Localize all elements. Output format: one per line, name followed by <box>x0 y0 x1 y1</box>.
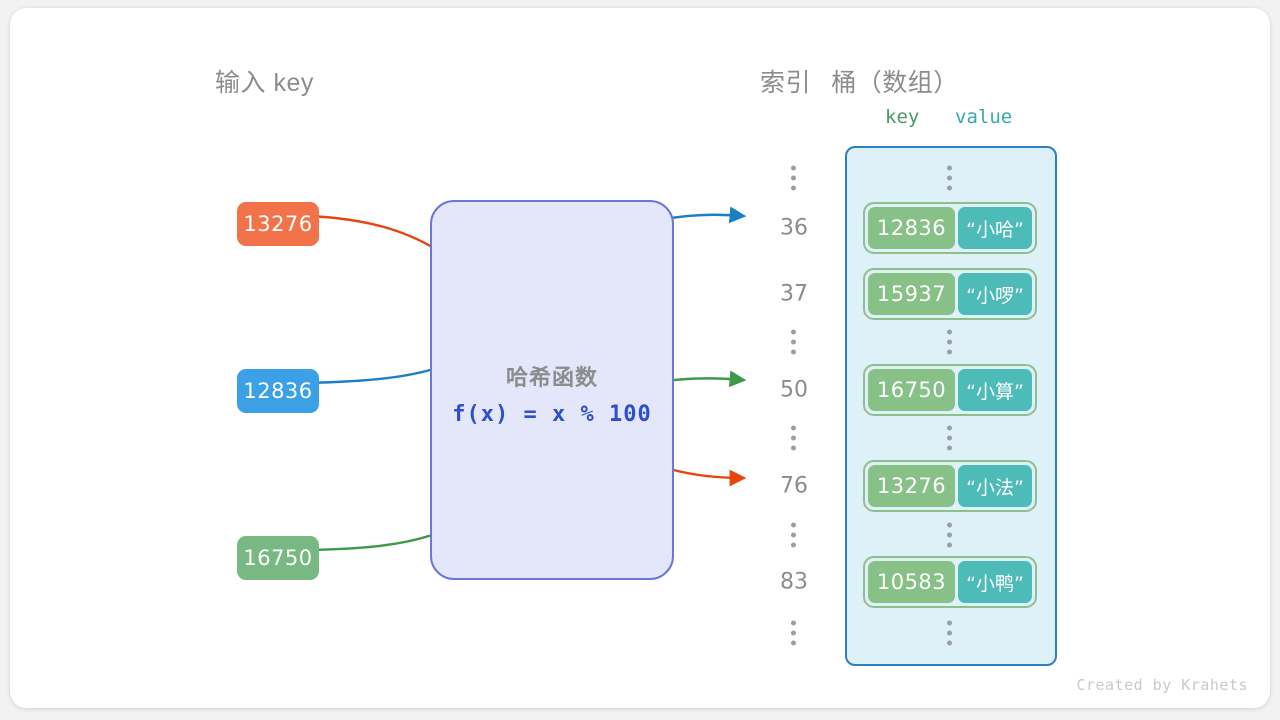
index-label: 76 <box>780 473 808 499</box>
hash-function-formula: f(x) = x % 100 <box>452 402 652 427</box>
heading-input-key: 输入 key <box>215 69 314 97</box>
bucket-ellipsis <box>947 425 953 451</box>
input-key-chip[interactable]: 12836 <box>237 369 319 413</box>
bucket-entry[interactable]: 13276 “小法” <box>863 460 1037 512</box>
hash-function-title: 哈希函数 <box>505 365 598 390</box>
input-key-chip[interactable]: 16750 <box>237 536 319 580</box>
index-ellipsis <box>791 425 797 451</box>
heading-index: 索引 <box>760 69 812 97</box>
entry-value: “小算” <box>958 369 1032 411</box>
subheading-key: key <box>885 106 920 128</box>
bucket-entry[interactable]: 15937 “小啰” <box>863 268 1037 320</box>
index-label: 36 <box>780 215 808 241</box>
bucket-entry[interactable]: 16750 “小算” <box>863 364 1037 416</box>
index-label: 37 <box>780 281 808 307</box>
entry-key: 12836 <box>868 207 955 249</box>
entry-value: “小哈” <box>958 207 1032 249</box>
index-ellipsis <box>791 165 797 191</box>
subheading-value: value <box>955 106 1013 128</box>
entry-key: 13276 <box>868 465 955 507</box>
diagram-card: 输入 key 索引 桶（数组） key value 13276 12836 16… <box>10 8 1270 708</box>
bucket-ellipsis <box>947 329 953 355</box>
bucket-ellipsis <box>947 620 953 646</box>
entry-key: 15937 <box>868 273 955 315</box>
entry-key: 10583 <box>868 561 955 603</box>
entry-key: 16750 <box>868 369 955 411</box>
index-ellipsis <box>791 329 797 355</box>
index-ellipsis <box>791 522 797 548</box>
bucket-entry[interactable]: 12836 “小哈” <box>863 202 1037 254</box>
bucket-ellipsis <box>947 165 953 191</box>
input-key-chip[interactable]: 13276 <box>237 202 319 246</box>
index-label: 50 <box>780 377 808 403</box>
index-ellipsis <box>791 620 797 646</box>
heading-bucket: 桶（数组） <box>831 69 959 97</box>
hash-function-box: 哈希函数 f(x) = x % 100 <box>430 200 674 580</box>
bucket-entry[interactable]: 10583 “小鸭” <box>863 556 1037 608</box>
entry-value: “小啰” <box>958 273 1032 315</box>
footer-credit: Created by Krahets <box>1076 676 1248 694</box>
index-label: 83 <box>780 569 808 595</box>
entry-value: “小法” <box>958 465 1032 507</box>
bucket-ellipsis <box>947 522 953 548</box>
entry-value: “小鸭” <box>958 561 1032 603</box>
